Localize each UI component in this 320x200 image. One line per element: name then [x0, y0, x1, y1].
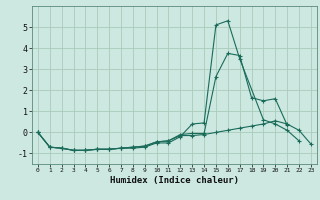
X-axis label: Humidex (Indice chaleur): Humidex (Indice chaleur)	[110, 176, 239, 185]
